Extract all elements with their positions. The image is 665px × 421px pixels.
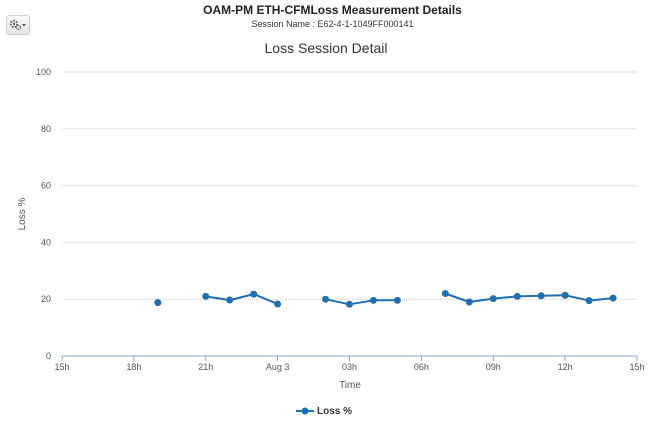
- x-tick-label: 06h: [414, 362, 429, 372]
- data-point[interactable]: [322, 295, 330, 303]
- chart-title: Loss Session Detail: [265, 40, 388, 56]
- x-tick-label: 21h: [198, 362, 213, 372]
- legend-dot-marker: [301, 407, 309, 415]
- x-tick-label: 18h: [126, 362, 141, 372]
- data-point[interactable]: [369, 296, 377, 304]
- session-name: Session Name : E62-4-1-1049FF000141: [251, 19, 414, 29]
- series-line: [325, 298, 398, 306]
- data-point[interactable]: [202, 292, 210, 300]
- data-point[interactable]: [585, 297, 593, 305]
- data-point[interactable]: [226, 296, 234, 304]
- y-tick-label: 60: [41, 181, 51, 191]
- caret-down-icon: [22, 24, 26, 27]
- x-tick-label: 09h: [486, 362, 501, 372]
- data-point[interactable]: [154, 299, 162, 307]
- data-point[interactable]: [250, 290, 258, 298]
- data-point[interactable]: [393, 296, 401, 304]
- y-axis-label: Loss %: [17, 197, 28, 230]
- data-point[interactable]: [609, 294, 617, 302]
- legend-label: Loss %: [317, 406, 352, 417]
- y-tick-label: 0: [46, 351, 51, 361]
- settings-menu-button[interactable]: [6, 15, 30, 35]
- axes: 0 20 40 60 80 100 15h 18h 21h Aug 3 03h 06h 09h 12h 15…: [36, 67, 645, 372]
- series-line: [205, 293, 278, 305]
- series-loss: [154, 290, 617, 308]
- x-tick-label: 15h: [629, 362, 644, 372]
- x-tick-label: 12h: [558, 362, 573, 372]
- data-point[interactable]: [465, 298, 473, 306]
- y-tick-label: 80: [41, 124, 51, 134]
- page-title: OAM-PM ETH-CFMLoss Measurement Details: [203, 3, 462, 17]
- x-tick-label: 03h: [342, 362, 357, 372]
- x-axis-label: Time: [339, 380, 361, 391]
- y-tick-label: 40: [41, 237, 51, 247]
- data-point[interactable]: [274, 300, 282, 308]
- series-line: [444, 292, 614, 303]
- data-point[interactable]: [537, 292, 545, 300]
- data-point[interactable]: [489, 295, 497, 303]
- data-point[interactable]: [513, 292, 521, 300]
- x-tick-label: Aug 3: [266, 362, 290, 372]
- y-tick-label: 100: [36, 67, 51, 77]
- legend[interactable]: Loss %: [296, 406, 352, 417]
- data-point[interactable]: [561, 291, 569, 299]
- data-point[interactable]: [441, 290, 449, 298]
- y-tick-label: 20: [41, 294, 51, 304]
- x-tick-label: 15h: [54, 362, 69, 372]
- gear-icon: [9, 19, 26, 31]
- grid-lines: [62, 71, 637, 300]
- data-point[interactable]: [346, 300, 353, 308]
